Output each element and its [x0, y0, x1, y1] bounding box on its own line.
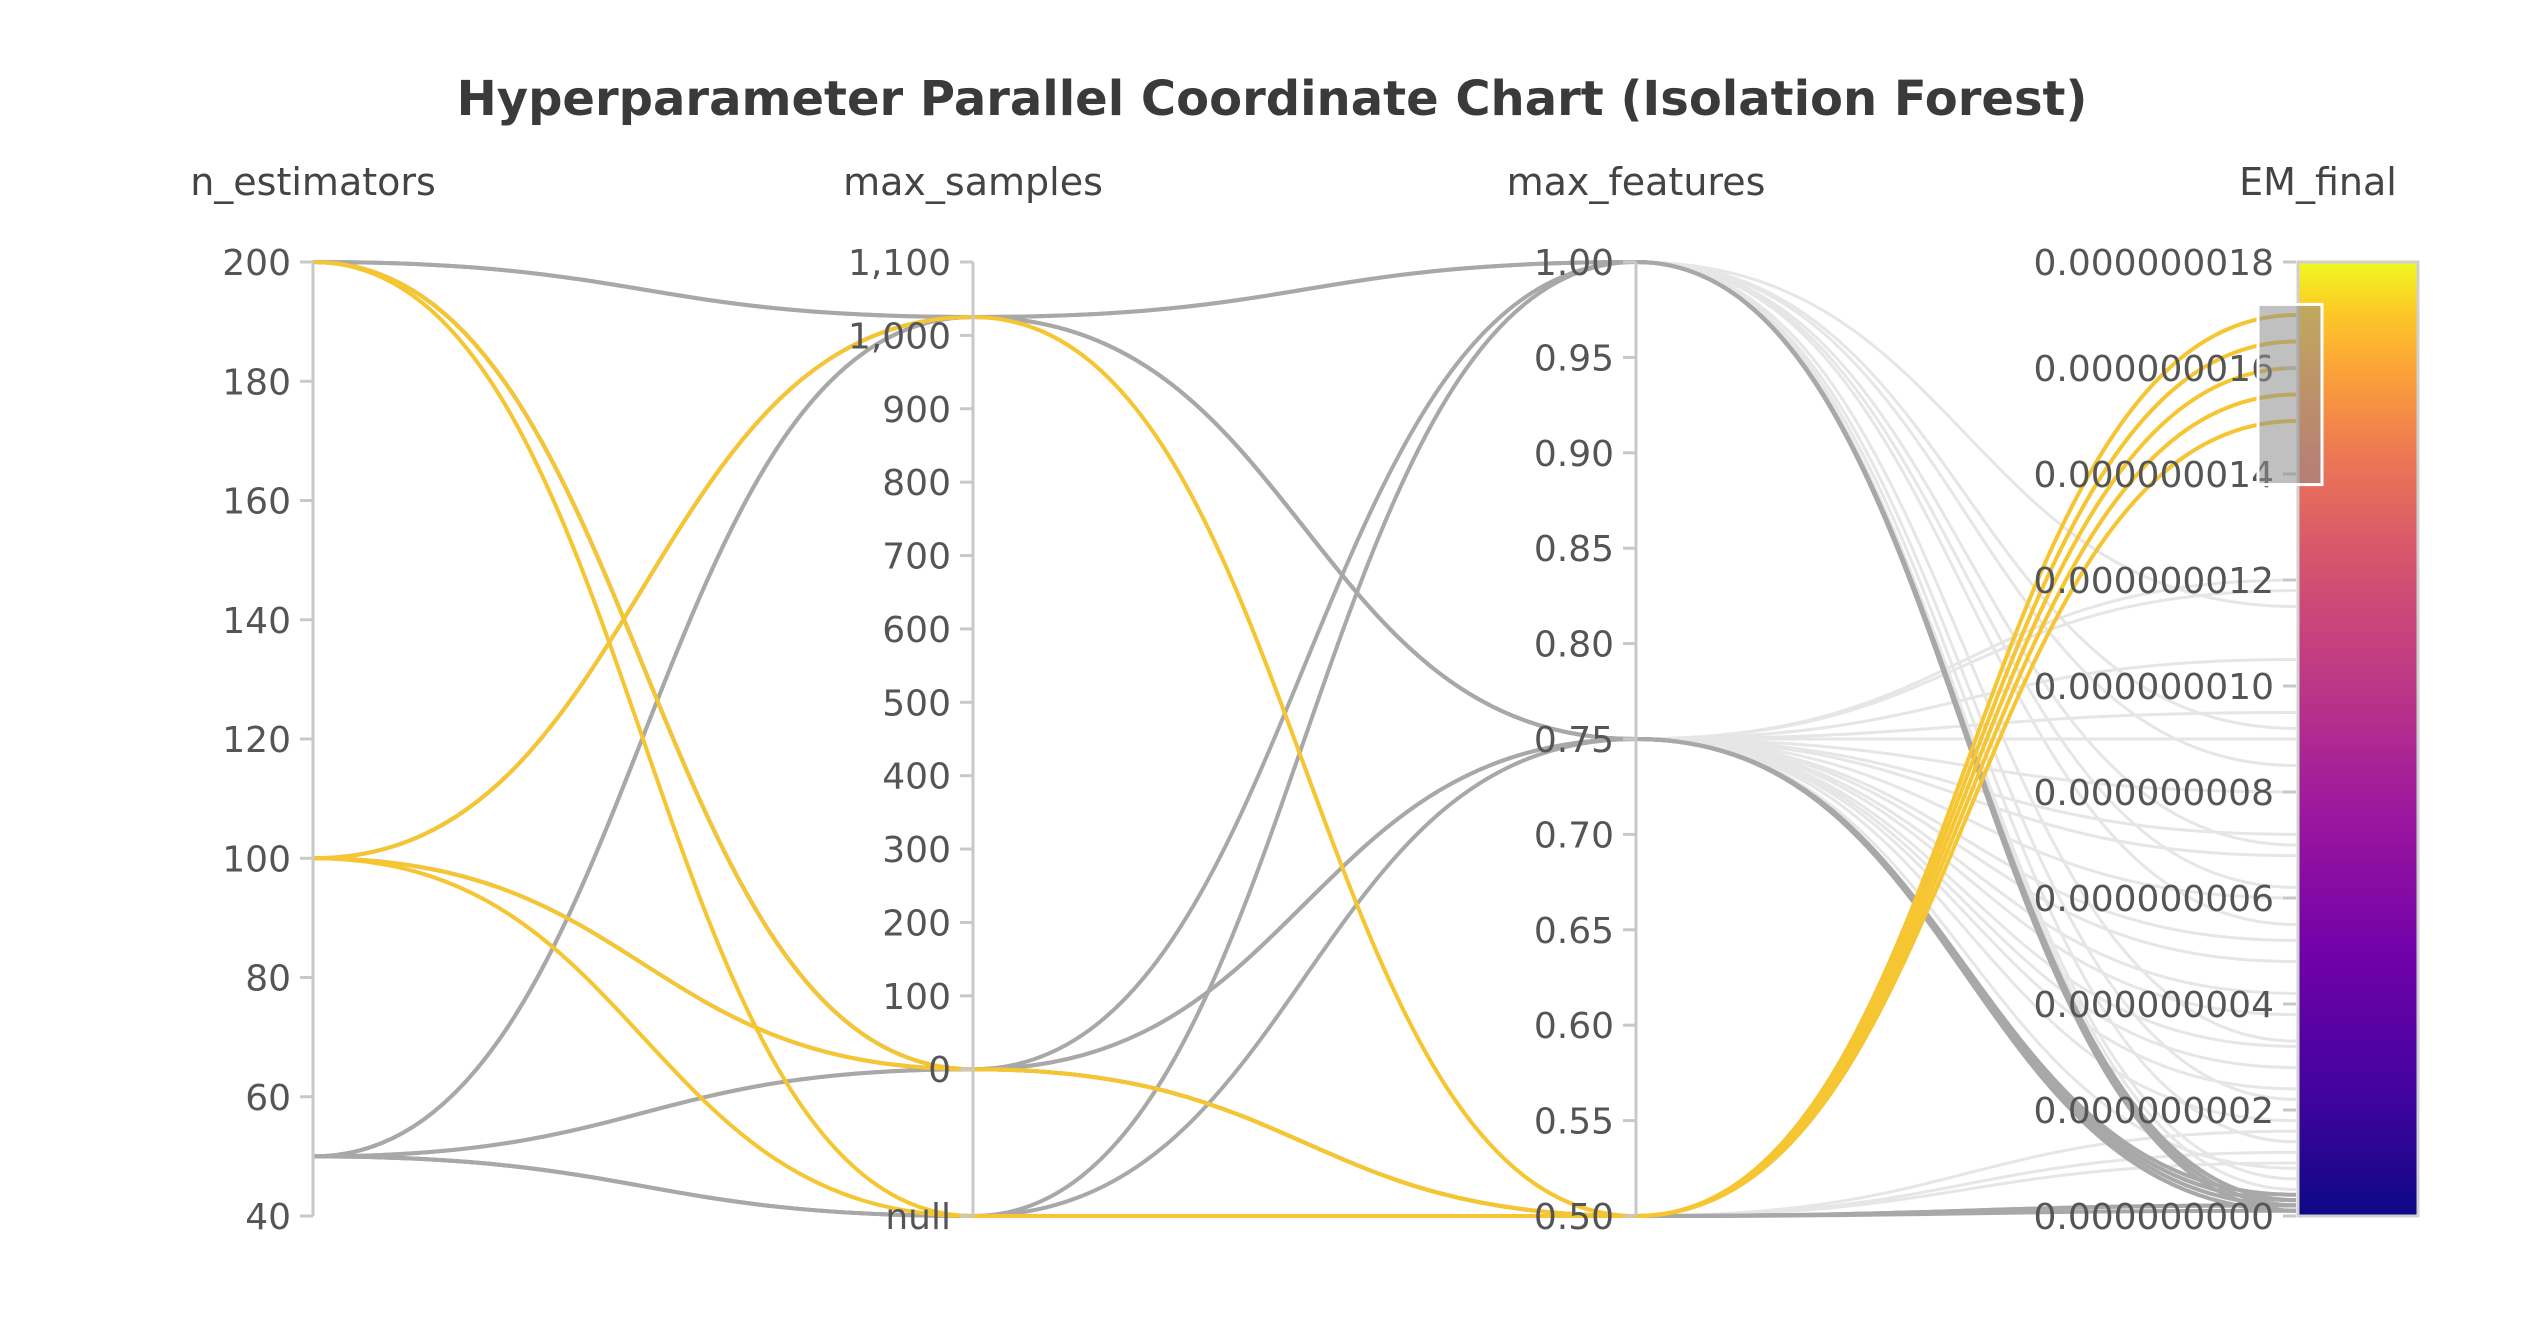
- tick-label: 400: [882, 757, 951, 798]
- tick-label: 0.000000004: [2034, 985, 2275, 1026]
- axis-n-estimators[interactable]: n_estimators 40 60 80 100 120 140 160 180 200: [190, 160, 436, 1238]
- axis-max-features[interactable]: max_features 0.50 0.55 0.60 0.65 0.70 0.75 0.80…: [1507, 160, 1766, 1238]
- run-line[interactable]: [312, 259, 2297, 1203]
- tick-label: 0.000000014: [2034, 455, 2275, 496]
- tick-label: 0.85: [1534, 529, 1614, 570]
- tick-label: 0.000000006: [2034, 879, 2275, 920]
- tick-label: 1,100: [848, 243, 951, 284]
- tick-label: 0.75: [1534, 720, 1614, 761]
- run-line[interactable]: [312, 736, 2297, 1213]
- tick-label: 100: [882, 977, 951, 1018]
- selection-brush[interactable]: [2256, 302, 2324, 487]
- tick-label: 500: [882, 683, 951, 724]
- tick-label: 0.000000000: [2034, 1197, 2275, 1238]
- tick-label: 60: [245, 1078, 291, 1119]
- tick-label: 0.90: [1534, 434, 1614, 475]
- tick-label: 0.000000010: [2034, 667, 2275, 708]
- tick-label: 80: [245, 959, 291, 1000]
- tick-label: 700: [882, 537, 951, 578]
- background-run-line: [312, 260, 2297, 608]
- tick-label: 0.60: [1534, 1006, 1614, 1047]
- background-run-line: [312, 856, 2297, 1218]
- tick-label: 160: [222, 482, 291, 523]
- tick-label: 40: [245, 1197, 291, 1238]
- selected-run-line[interactable]: [312, 366, 2297, 1219]
- axis-title: max_features: [1507, 160, 1766, 204]
- tick-label: 0.65: [1534, 911, 1614, 952]
- tick-label: 0.000000018: [2034, 243, 2275, 284]
- axis-title: n_estimators: [190, 160, 436, 204]
- tick-label: 0.95: [1534, 338, 1614, 379]
- tick-label: 0.000000002: [2034, 1091, 2275, 1132]
- tick-label: 0.80: [1534, 625, 1614, 666]
- run-line[interactable]: [312, 314, 2297, 1197]
- tick-label: 200: [222, 243, 291, 284]
- selected-lines: [312, 260, 2297, 1219]
- background-run-line: [312, 260, 2297, 889]
- tick-label: 0: [928, 1050, 951, 1091]
- tick-label: 0.55: [1534, 1102, 1614, 1143]
- tick-label: 180: [222, 362, 291, 403]
- tick-label: 0.000000016: [2034, 349, 2275, 390]
- tick-label: null: [885, 1197, 951, 1238]
- tick-label: 800: [882, 463, 951, 504]
- selected-run-line[interactable]: [312, 419, 2297, 1219]
- chart-title: Hyperparameter Parallel Coordinate Chart…: [457, 71, 2088, 127]
- tick-label: 0.70: [1534, 815, 1614, 856]
- background-run-line: [312, 260, 2297, 847]
- tick-label: 1,000: [848, 316, 951, 357]
- tick-label: 0.000000008: [2034, 773, 2275, 814]
- tick-label: 1.00: [1534, 243, 1614, 284]
- tick-label: 200: [882, 903, 951, 944]
- axis-title: EM_final: [2239, 160, 2397, 204]
- tick-label: 900: [882, 390, 951, 431]
- selected-run-line[interactable]: [312, 314, 2297, 1219]
- tick-label: 140: [222, 601, 291, 642]
- unselected-lines: [312, 259, 2297, 1219]
- axes: n_estimators406080100120140160180200max_…: [190, 160, 2420, 1238]
- tick-label: 600: [882, 610, 951, 651]
- axis-title: max_samples: [843, 160, 1103, 204]
- tick-label: 0.000000012: [2034, 561, 2275, 602]
- axis-EM-final[interactable]: EM_final 0.000000000 0.000000002 0.00000000…: [2034, 160, 2420, 1238]
- tick-label: 100: [222, 839, 291, 880]
- tick-label: 0.50: [1534, 1197, 1614, 1238]
- tick-label: 300: [882, 830, 951, 871]
- tick-label: 120: [222, 720, 291, 761]
